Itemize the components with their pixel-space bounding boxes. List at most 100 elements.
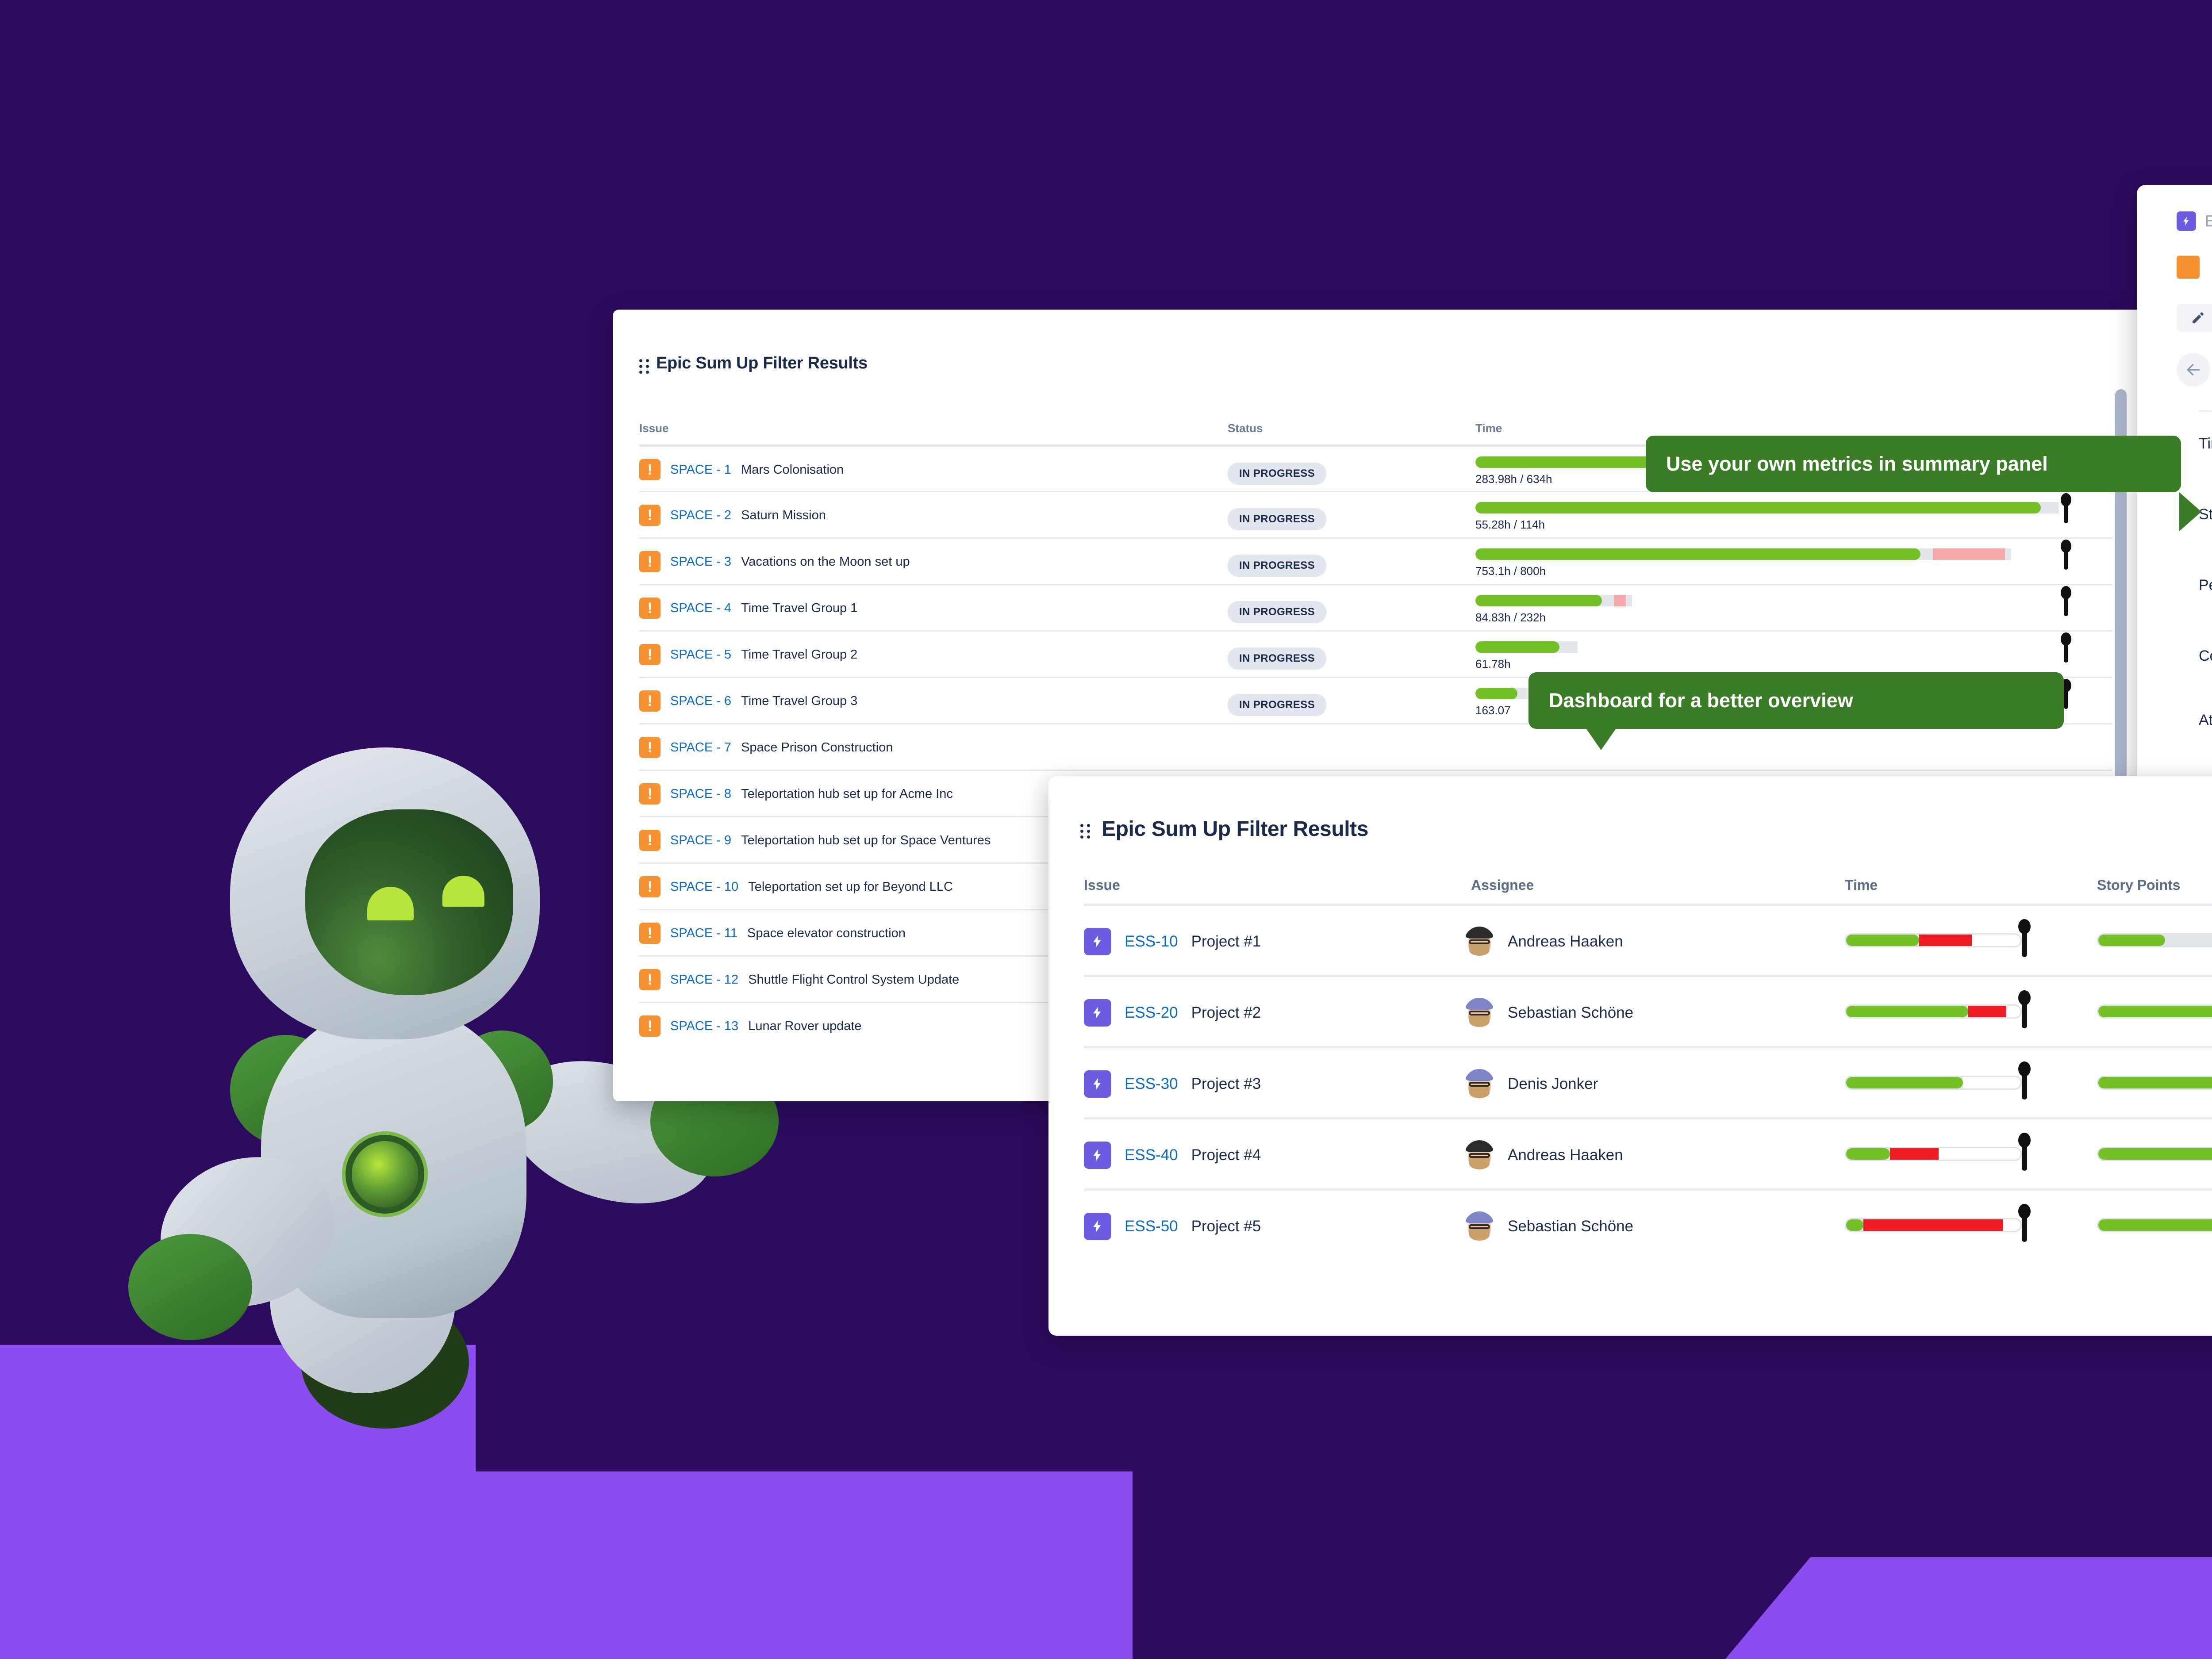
story-points-progress-bar — [2097, 1076, 2212, 1090]
issue-summary: Time Travel Group 2 — [741, 647, 858, 662]
time-progress-bar — [1475, 502, 2077, 513]
summary-metric: Attachments3 — [2199, 709, 2212, 773]
issue-cell[interactable]: ESS-20 Project #2 — [1084, 977, 1261, 1048]
assignee-name: Andreas Haaken — [1508, 1146, 1623, 1164]
time-cell: 55.28h / 114h — [1475, 493, 2077, 532]
issue-cell[interactable]: ! SPACE - 2 Saturn Mission — [639, 505, 826, 526]
issue-cell[interactable]: ! SPACE - 13 Lunar Rover update — [639, 1015, 862, 1037]
issue-key[interactable]: ESS-20 — [1125, 1004, 1178, 1021]
time-cell — [1845, 1191, 2066, 1262]
status-badge: IN PROGRESS — [1228, 463, 1327, 485]
issue-key[interactable]: SPACE - 10 — [670, 879, 739, 894]
issue-key[interactable]: SPACE - 13 — [670, 1019, 739, 1033]
avatar — [1464, 997, 1494, 1028]
issue-cell[interactable]: ! SPACE - 1 Mars Colonisation — [639, 459, 844, 480]
assignee-name: Sebastian Schöne — [1508, 1004, 1634, 1021]
issue-summary: Teleportation set up for Beyond LLC — [748, 879, 953, 894]
task-icon: ! — [639, 598, 661, 619]
status-badge: IN PROGRESS — [1228, 601, 1327, 623]
drag-handle-icon[interactable] — [639, 359, 649, 374]
back-arrow-icon[interactable] — [2177, 353, 2210, 387]
issue-key[interactable]: ESS-30 — [1125, 1075, 1178, 1092]
status-badge: IN PROGRESS — [1228, 555, 1327, 577]
issue-key[interactable]: SPACE - 9 — [670, 833, 732, 847]
epic-icon — [1084, 999, 1111, 1027]
callout-metrics-text: Use your own metrics in summary panel — [1666, 452, 2048, 475]
issue-cell[interactable]: ! SPACE - 4 Time Travel Group 1 — [639, 598, 857, 619]
issue-key[interactable]: ESS-40 — [1125, 1146, 1178, 1164]
table-row[interactable]: ! SPACE - 2 Saturn Mission IN PROGRESS 55.28… — [639, 491, 2112, 537]
issue-key[interactable]: SPACE - 8 — [670, 786, 732, 801]
table-row[interactable]: ! SPACE - 5 Time Travel Group 2 IN PROGRESS… — [639, 630, 2112, 677]
column-header-time: Time — [1845, 877, 1878, 893]
robot-hand-left — [128, 1234, 252, 1340]
issue-key[interactable]: SPACE - 7 — [670, 740, 732, 755]
issue-key[interactable]: SPACE - 5 — [670, 647, 732, 662]
issue-summary: Space Prison Construction — [741, 740, 893, 755]
issue-key[interactable]: ESS-10 — [1125, 932, 1178, 950]
table-header: Issue Assignee Time Story Points Due Dat… — [1084, 877, 2212, 904]
issue-cell[interactable]: ESS-30 Project #3 — [1084, 1048, 1261, 1119]
epic-icon — [1084, 1141, 1111, 1169]
issue-cell[interactable]: ! SPACE - 11 Space elevator construction — [639, 923, 906, 944]
issue-key[interactable]: SPACE - 11 — [670, 926, 738, 940]
assignee-cell: Sebastian Schöne — [1464, 1191, 1633, 1262]
issue-cell[interactable]: ! SPACE - 10 Teleportation set up for Beyo… — [639, 876, 953, 897]
pencil-icon — [2193, 312, 2204, 323]
drag-handle-icon[interactable] — [1080, 824, 1090, 839]
due-marker — [2018, 1204, 2031, 1242]
time-value: 753.1h / 800h — [1475, 564, 1546, 578]
epic-icon — [1084, 1212, 1111, 1240]
issue-cell[interactable]: ! SPACE - 6 Time Travel Group 3 — [639, 690, 857, 712]
issue-key[interactable]: SPACE - 12 — [670, 972, 739, 987]
status-badge: IN PROGRESS — [1228, 648, 1327, 670]
assignee-name: Andreas Haaken — [1508, 932, 1623, 950]
issue-key-row[interactable]: ESS-10 — [2177, 211, 2212, 231]
table-row[interactable]: ! SPACE - 4 Time Travel Group 1 IN PROGRESS… — [639, 584, 2112, 630]
epic-icon — [2177, 211, 2196, 231]
panel-title: Epic Sum Up Filter Results — [1102, 817, 1369, 841]
task-icon: ! — [639, 459, 661, 480]
column-header-story-points: Story Points — [2097, 877, 2181, 893]
table-row[interactable]: ! SPACE - 3 Vacations on the Moon set up IN… — [639, 537, 2112, 584]
issue-key[interactable]: SPACE - 3 — [670, 554, 732, 569]
column-header-issue: Issue — [639, 421, 669, 435]
issue-key[interactable]: SPACE - 1 — [670, 462, 732, 477]
due-marker — [2018, 1061, 2031, 1100]
issue-summary: Project #5 — [1191, 1217, 1261, 1235]
edit-button[interactable]: Edit — [2177, 304, 2212, 332]
issue-key[interactable]: ESS-50 — [1125, 1217, 1178, 1235]
issue-key[interactable]: SPACE - 4 — [670, 601, 732, 615]
issue-cell[interactable]: ! SPACE - 12 Shuttle Flight Control System… — [639, 969, 959, 990]
issue-key[interactable]: SPACE - 2 — [670, 508, 732, 522]
issue-cell[interactable]: ! SPACE - 8 Teleportation hub set up for A… — [639, 783, 953, 805]
table-row[interactable]: ! SPACE - 8 Teleportation hub set up for A… — [639, 770, 2112, 816]
issue-cell[interactable]: ESS-50 Project #5 — [1084, 1191, 1261, 1262]
issue-cell[interactable]: ! SPACE - 7 Space Prison Construction — [639, 737, 893, 758]
issue-summary: Lunar Rover update — [748, 1019, 862, 1033]
issue-cell[interactable]: ESS-40 Project #4 — [1084, 1119, 1261, 1191]
issue-cell[interactable]: ! SPACE - 5 Time Travel Group 2 — [639, 644, 857, 665]
project-color-swatch — [2177, 256, 2200, 279]
table-row[interactable]: ! SPACE - 7 Space Prison Construction — [639, 723, 2112, 770]
issue-key[interactable]: SPACE - 6 — [670, 693, 732, 708]
issue-cell[interactable]: ESS-10 Project #1 — [1084, 906, 1261, 977]
issue-cell[interactable]: ! SPACE - 3 Vacations on the Moon set up — [639, 551, 910, 572]
story-points-progress-bar — [2097, 1004, 2212, 1019]
task-icon: ! — [639, 551, 661, 572]
time-value: 283.98h / 634h — [1475, 472, 1552, 486]
task-icon: ! — [639, 644, 661, 665]
task-icon: ! — [639, 505, 661, 526]
metric-label: Attachments — [2199, 712, 2212, 728]
issue-cell[interactable]: ! SPACE - 9 Teleportation hub set up for S… — [639, 830, 991, 851]
epic-icon — [1084, 927, 1111, 955]
callout-metrics: Use your own metrics in summary panel — [1646, 436, 2201, 531]
task-icon: ! — [639, 923, 661, 944]
